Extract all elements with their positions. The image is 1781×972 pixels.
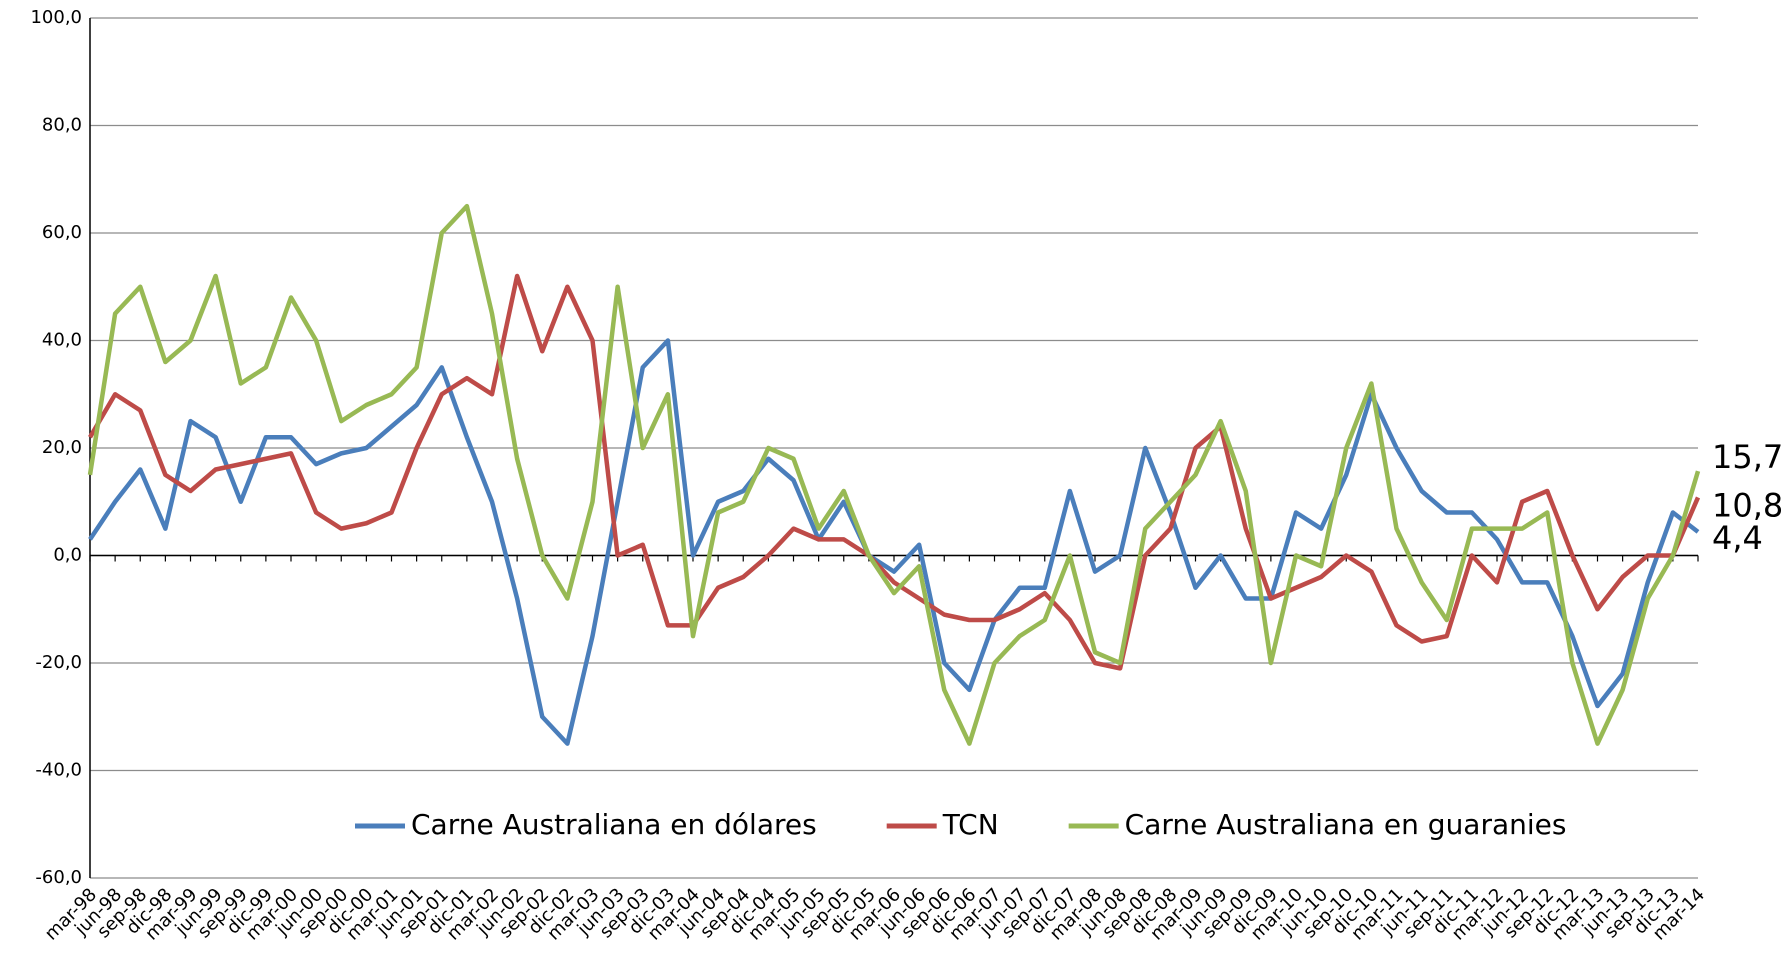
y-tick-label: -40,0 [35, 760, 82, 781]
legend-label: TCN [942, 808, 999, 841]
y-tick-label: 40,0 [42, 330, 82, 351]
y-tick-label: -20,0 [35, 652, 82, 673]
legend-label: Carne Australiana en dólares [411, 808, 817, 841]
y-tick-label: 0,0 [53, 545, 82, 566]
end-label: 15,7 [1712, 438, 1781, 476]
y-tick-label: 20,0 [42, 437, 82, 458]
series-line [88, 338, 1700, 746]
y-tick-label: 60,0 [42, 222, 82, 243]
legend-label: Carne Australiana en guaranies [1125, 808, 1567, 841]
end-label: 4,4 [1712, 519, 1763, 557]
y-tick-label: 100,0 [30, 7, 82, 28]
series-line [87, 203, 1701, 746]
end-label: 10,8 [1712, 486, 1781, 524]
y-tick-label: -60,0 [35, 867, 82, 888]
legend: Carne Australiana en dólares TCN Carne Aus… [355, 808, 1566, 841]
series-line [88, 273, 1701, 671]
y-tick-label: 80,0 [42, 115, 82, 136]
